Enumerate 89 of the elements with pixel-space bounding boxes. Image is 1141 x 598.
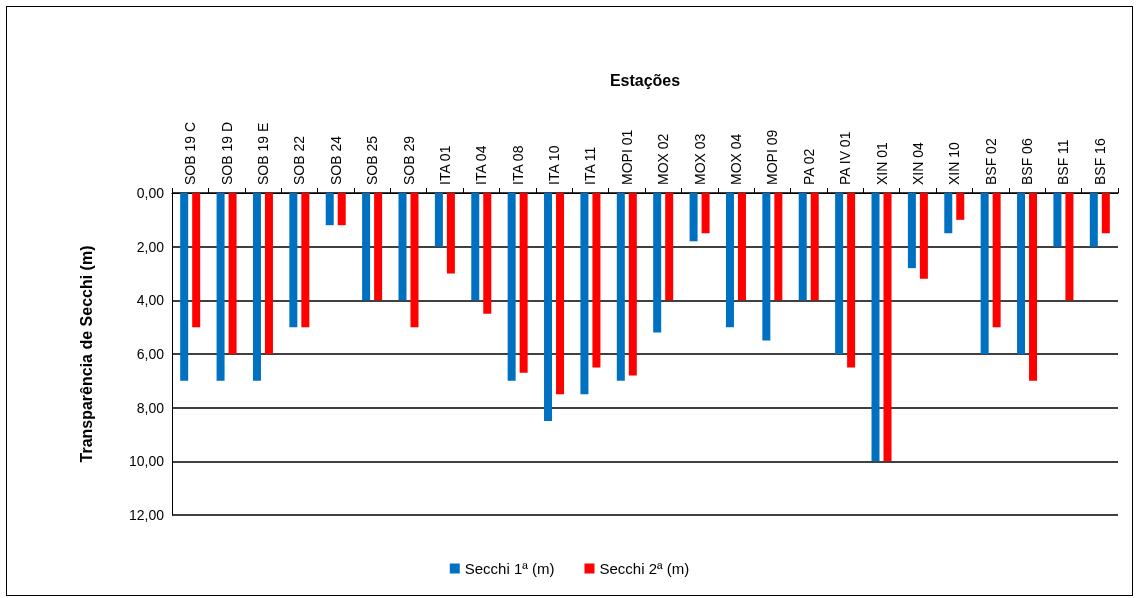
- bar: [519, 193, 528, 373]
- bar: [810, 193, 819, 301]
- y-tick-label: 12,00: [128, 507, 165, 523]
- x-tick-label: MOPI 09: [764, 129, 781, 185]
- bar: [301, 193, 310, 328]
- x-tick-label: XIN 04: [909, 141, 926, 185]
- y-tick-label: 2,00: [136, 238, 165, 255]
- x-tick-label: MOX 02: [655, 133, 672, 185]
- x-tick-label: ITA 11: [582, 146, 599, 185]
- x-tick-label: BSF 02: [982, 138, 999, 185]
- bar: [847, 193, 856, 368]
- bar: [665, 193, 674, 301]
- bar: [1029, 193, 1038, 381]
- bar: [835, 193, 844, 354]
- x-tick-label: XIN 01: [873, 141, 890, 185]
- x-tick-label: ITA 04: [473, 145, 490, 185]
- bar: [616, 193, 625, 381]
- bar: [1017, 193, 1026, 354]
- bar: [1089, 193, 1098, 247]
- x-tick-label: SOB 25: [364, 135, 381, 185]
- bar: [192, 193, 201, 328]
- bar: [725, 193, 734, 328]
- bar: [737, 193, 746, 301]
- bar: [410, 193, 419, 328]
- bar: [374, 193, 383, 301]
- x-tick-label: ITA 01: [436, 145, 453, 185]
- bar: [774, 193, 783, 301]
- bar: [653, 193, 662, 333]
- y-tick-label: 0,00: [136, 185, 165, 201]
- bar: [628, 193, 637, 376]
- bar: [956, 193, 965, 220]
- bar: [1065, 193, 1074, 301]
- bar: [701, 193, 710, 234]
- bar: [980, 193, 989, 354]
- legend-label: Secchi 2ª (m): [599, 560, 690, 577]
- x-tick-label: MOX 03: [691, 133, 708, 185]
- x-tick-label: SOB 19 E: [254, 122, 271, 185]
- x-tick-label: SOB 24: [327, 135, 344, 185]
- bar: [1101, 193, 1110, 234]
- bar: [180, 193, 189, 381]
- bar: [556, 193, 565, 395]
- x-tick-label: ITA 10: [546, 145, 563, 185]
- y-tick-label: 4,00: [136, 292, 165, 309]
- bar: [907, 193, 916, 269]
- bar: [228, 193, 237, 354]
- bar: [216, 193, 225, 381]
- x-tick-label: BSF 11: [1055, 139, 1072, 185]
- bar: [398, 193, 407, 301]
- bar: [592, 193, 601, 368]
- y-tick-label: 10,00: [128, 453, 165, 470]
- bar: [944, 193, 953, 234]
- x-tick-label: MOX 04: [727, 133, 744, 185]
- x-tick-label: PA IV 01: [837, 131, 854, 185]
- y-tick-label: 6,00: [136, 346, 165, 362]
- x-tick-label: PA 02: [800, 148, 817, 185]
- x-tick-label: XIN 10: [946, 141, 963, 185]
- bar: [471, 193, 480, 301]
- bar: [871, 193, 880, 462]
- bar: [544, 193, 553, 422]
- x-tick-label: SOB 19 D: [218, 121, 235, 185]
- x-tick-label: SOB 19 C: [182, 121, 199, 185]
- bar: [362, 193, 371, 301]
- bar: [919, 193, 928, 279]
- bar: [798, 193, 807, 301]
- bar: [689, 193, 698, 242]
- bar: [992, 193, 1001, 328]
- x-tick-label: MOPI 01: [618, 129, 635, 185]
- x-tick-label: BSF 16: [1091, 138, 1108, 185]
- x-tick-label: SOB 22: [291, 135, 308, 185]
- bar: [762, 193, 771, 341]
- legend-label: Secchi 1ª (m): [464, 560, 555, 577]
- y-axis-title: Transparência de Secchi (m): [77, 245, 95, 463]
- bar: [483, 193, 492, 314]
- y-tick-label: 8,00: [136, 399, 165, 416]
- bar: [252, 193, 261, 381]
- bar: [580, 193, 589, 395]
- x-axis-title: Estações: [609, 71, 681, 89]
- bar: [264, 193, 273, 354]
- bar: [446, 193, 455, 274]
- bar: [337, 193, 346, 226]
- x-tick-label: ITA 08: [509, 145, 526, 185]
- bar: [289, 193, 298, 328]
- bar: [434, 193, 443, 247]
- bar: [507, 193, 516, 381]
- x-tick-label: SOB 29: [400, 135, 417, 185]
- bar: [883, 193, 892, 462]
- bar: [325, 193, 334, 226]
- bar: [1053, 193, 1062, 247]
- x-tick-label: BSF 06: [1019, 138, 1036, 185]
